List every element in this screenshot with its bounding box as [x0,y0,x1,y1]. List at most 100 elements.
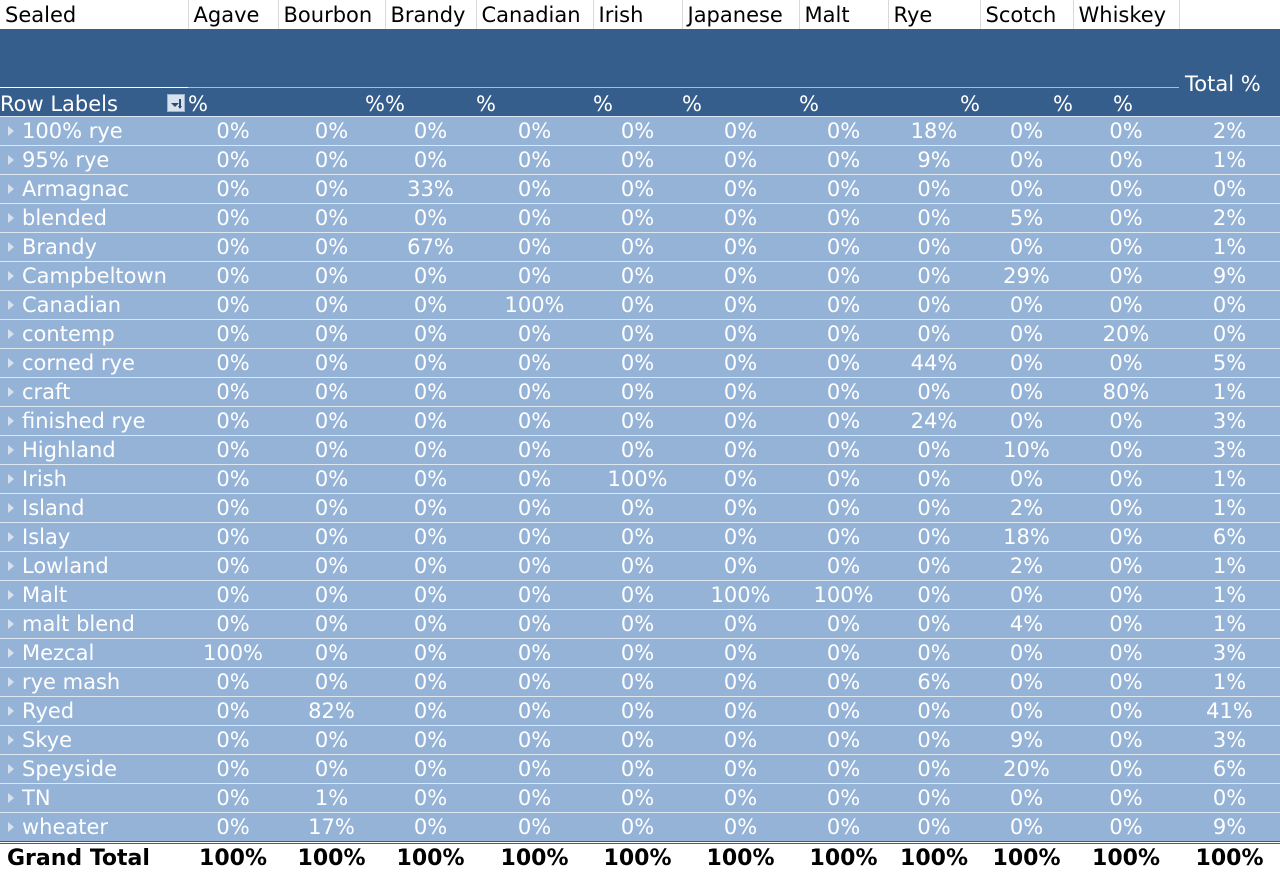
value-cell[interactable]: 0% [1073,668,1179,697]
value-cell[interactable]: 0% [1073,523,1179,552]
column-header-irish[interactable]: Irish [593,0,682,29]
value-cell[interactable]: 0% [799,204,888,233]
value-cell[interactable]: 0% [888,175,980,204]
column-header-brandy[interactable]: Brandy [385,0,476,29]
value-cell[interactable]: 0% [799,378,888,407]
column-header-bourbon[interactable]: Bourbon [278,0,385,29]
value-cell[interactable]: 0% [278,581,385,610]
row-label-cell[interactable]: Lowland [0,552,188,581]
value-cell[interactable]: 0% [682,494,799,523]
filter-field-label[interactable]: Sealed [0,0,188,29]
value-cell[interactable]: 0% [385,378,476,407]
value-cell[interactable]: 0% [682,349,799,378]
value-cell[interactable]: 0% [593,523,682,552]
value-cell[interactable]: 0% [1073,175,1179,204]
value-cell[interactable]: 0% [980,581,1073,610]
row-total-cell[interactable]: 1% [1179,146,1280,175]
value-cell[interactable]: 0% [593,291,682,320]
value-cell[interactable]: 0% [682,726,799,755]
value-cell[interactable]: 0% [476,233,593,262]
value-cell[interactable]: 20% [980,755,1073,784]
row-label-cell[interactable]: Mezcal [0,639,188,668]
value-cell[interactable]: 0% [682,175,799,204]
column-header-scotch[interactable]: Scotch [980,0,1073,29]
column-header-canadian[interactable]: Canadian [476,0,593,29]
row-total-cell[interactable]: 6% [1179,755,1280,784]
column-header-japanese[interactable]: Japanese [682,0,799,29]
value-cell[interactable]: 0% [799,233,888,262]
value-cell[interactable]: 0% [799,668,888,697]
row-total-cell[interactable]: 9% [1179,262,1280,291]
value-cell[interactable]: 0% [799,726,888,755]
value-cell[interactable]: 0% [799,784,888,813]
value-cell[interactable]: 0% [385,262,476,291]
value-cell[interactable]: 0% [385,813,476,843]
value-cell[interactable]: 0% [1073,407,1179,436]
value-cell[interactable]: 0% [476,639,593,668]
row-label-cell[interactable]: Skye [0,726,188,755]
value-cell[interactable]: 0% [980,813,1073,843]
value-cell[interactable]: 0% [888,610,980,639]
value-cell[interactable]: 0% [188,494,278,523]
value-cell[interactable]: 0% [385,523,476,552]
value-cell[interactable]: 0% [278,146,385,175]
row-labels-header[interactable]: Row Labels [0,88,188,117]
row-label-cell[interactable]: craft [0,378,188,407]
value-cell[interactable]: 0% [476,378,593,407]
value-cell[interactable]: 0% [385,407,476,436]
value-cell[interactable]: 0% [980,378,1073,407]
value-cell[interactable]: 0% [385,639,476,668]
value-cell[interactable]: 0% [593,204,682,233]
value-cell[interactable]: 0% [278,407,385,436]
value-cell[interactable]: 0% [188,668,278,697]
value-cell[interactable]: 0% [476,349,593,378]
value-cell[interactable]: 0% [593,233,682,262]
value-cell[interactable]: 0% [476,755,593,784]
expand-triangle-icon[interactable] [8,474,14,484]
value-cell[interactable]: 0% [278,117,385,146]
value-cell[interactable]: 0% [888,784,980,813]
expand-triangle-icon[interactable] [8,503,14,513]
expand-triangle-icon[interactable] [8,590,14,600]
value-cell[interactable]: 0% [278,378,385,407]
expand-triangle-icon[interactable] [8,445,14,455]
row-total-cell[interactable]: 0% [1179,175,1280,204]
value-cell[interactable]: 0% [888,465,980,494]
grand-total-cell[interactable]: 100% [476,843,593,873]
value-cell[interactable]: 0% [188,610,278,639]
value-cell[interactable]: 0% [980,668,1073,697]
value-cell[interactable]: 0% [1073,755,1179,784]
value-cell[interactable]: 0% [278,349,385,378]
expand-triangle-icon[interactable] [8,648,14,658]
value-cell[interactable]: 0% [385,552,476,581]
value-cell[interactable]: 100% [476,291,593,320]
value-cell[interactable]: 0% [188,146,278,175]
expand-triangle-icon[interactable] [8,387,14,397]
value-cell[interactable]: 0% [980,320,1073,349]
value-cell[interactable]: 10% [980,436,1073,465]
value-cell[interactable]: 0% [682,668,799,697]
value-cell[interactable]: 5% [980,204,1073,233]
value-cell[interactable]: 0% [799,262,888,291]
value-cell[interactable]: 0% [682,233,799,262]
value-cell[interactable]: 0% [682,523,799,552]
expand-triangle-icon[interactable] [8,358,14,368]
value-cell[interactable]: 0% [1073,291,1179,320]
value-cell[interactable]: 0% [682,465,799,494]
expand-triangle-icon[interactable] [8,532,14,542]
row-total-cell[interactable]: 1% [1179,465,1280,494]
row-label-cell[interactable]: Armagnac [0,175,188,204]
value-cell[interactable]: 0% [593,610,682,639]
value-cell[interactable]: 0% [799,697,888,726]
row-total-cell[interactable]: 3% [1179,639,1280,668]
value-cell[interactable]: 0% [188,378,278,407]
value-cell[interactable]: 0% [278,610,385,639]
value-cell[interactable]: 0% [593,697,682,726]
value-cell[interactable]: 0% [888,204,980,233]
value-cell[interactable]: 0% [980,291,1073,320]
value-cell[interactable]: 0% [682,291,799,320]
value-cell[interactable]: 0% [188,117,278,146]
grand-total-cell[interactable]: 100% [278,843,385,873]
row-label-cell[interactable]: Canadian [0,291,188,320]
value-cell[interactable]: 0% [385,697,476,726]
